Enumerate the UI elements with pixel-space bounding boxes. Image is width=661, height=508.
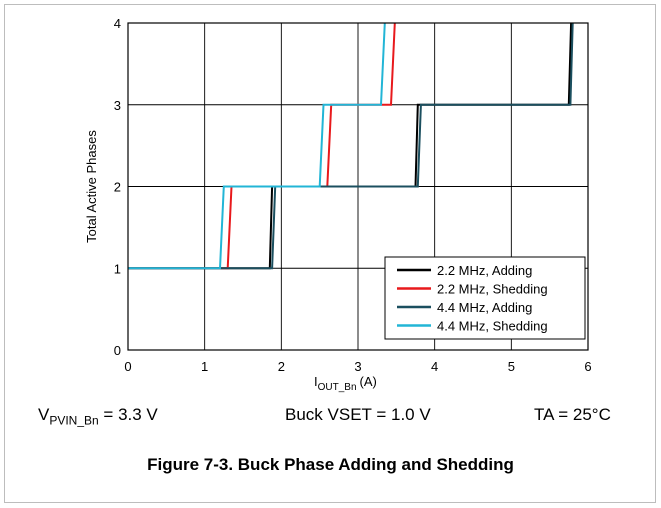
vpvin-symbol: V [38,405,50,424]
legend-label-3: 4.4 MHz, Adding [437,300,532,315]
figure-frame [4,4,656,503]
legend-label-4: 4.4 MHz, Shedding [437,319,548,334]
x-axis-label-unit: (A) [360,374,377,389]
legend-label-2: 2.2 MHz, Shedding [437,282,548,297]
condition-vset: Buck VSET = 1.0 V [285,405,431,424]
y-tick-label: 1 [114,261,121,276]
x-axis-label-main: I [314,374,318,389]
x-axis-label-sub: OUT_Bn [318,382,357,393]
x-tick-label: 2 [278,359,285,374]
x-tick-label: 0 [124,359,131,374]
x-tick-label: 1 [201,359,208,374]
plot-border [127,22,589,351]
condition-vpvin: VPVIN_Bn = 3.3 V [38,405,158,427]
chart-legend: 2.2 MHz, Adding 2.2 MHz, Shedding 4.4 MHz,… [384,256,586,340]
legend-label-1: 2.2 MHz, Adding [437,263,532,278]
x-axis-label: IOUT_Bn (A) [314,374,377,393]
y-tick-label: 2 [114,180,121,195]
y-axis-label: Total Active Phases [84,130,99,243]
y-tick-label: 4 [114,16,121,31]
series-line-1 [128,22,573,270]
condition-ta: TA = 25°C [534,405,611,424]
y-tick-label: 0 [114,343,121,358]
x-tick-label: 6 [584,359,591,374]
series-line-2 [128,22,396,270]
series-line-4 [128,22,386,270]
vpvin-subscript: PVIN_Bn [49,413,99,428]
y-tick-label: 3 [114,98,121,113]
chart-ticks: 0 1 2 3 4 5 6 0 1 2 3 4 [114,16,592,374]
chart-series [128,22,574,270]
vpvin-value: = 3.3 V [98,405,158,424]
x-tick-label: 3 [354,359,361,374]
figure-caption: Figure 7-3. Buck Phase Adding and Sheddi… [147,455,514,474]
x-tick-label: 4 [431,359,438,374]
series-line-3 [128,22,574,270]
phase-chart: 0 1 2 3 4 5 6 0 1 2 3 4 Total Active Phases IOUT_Bn… [84,16,592,393]
x-tick-label: 5 [508,359,515,374]
